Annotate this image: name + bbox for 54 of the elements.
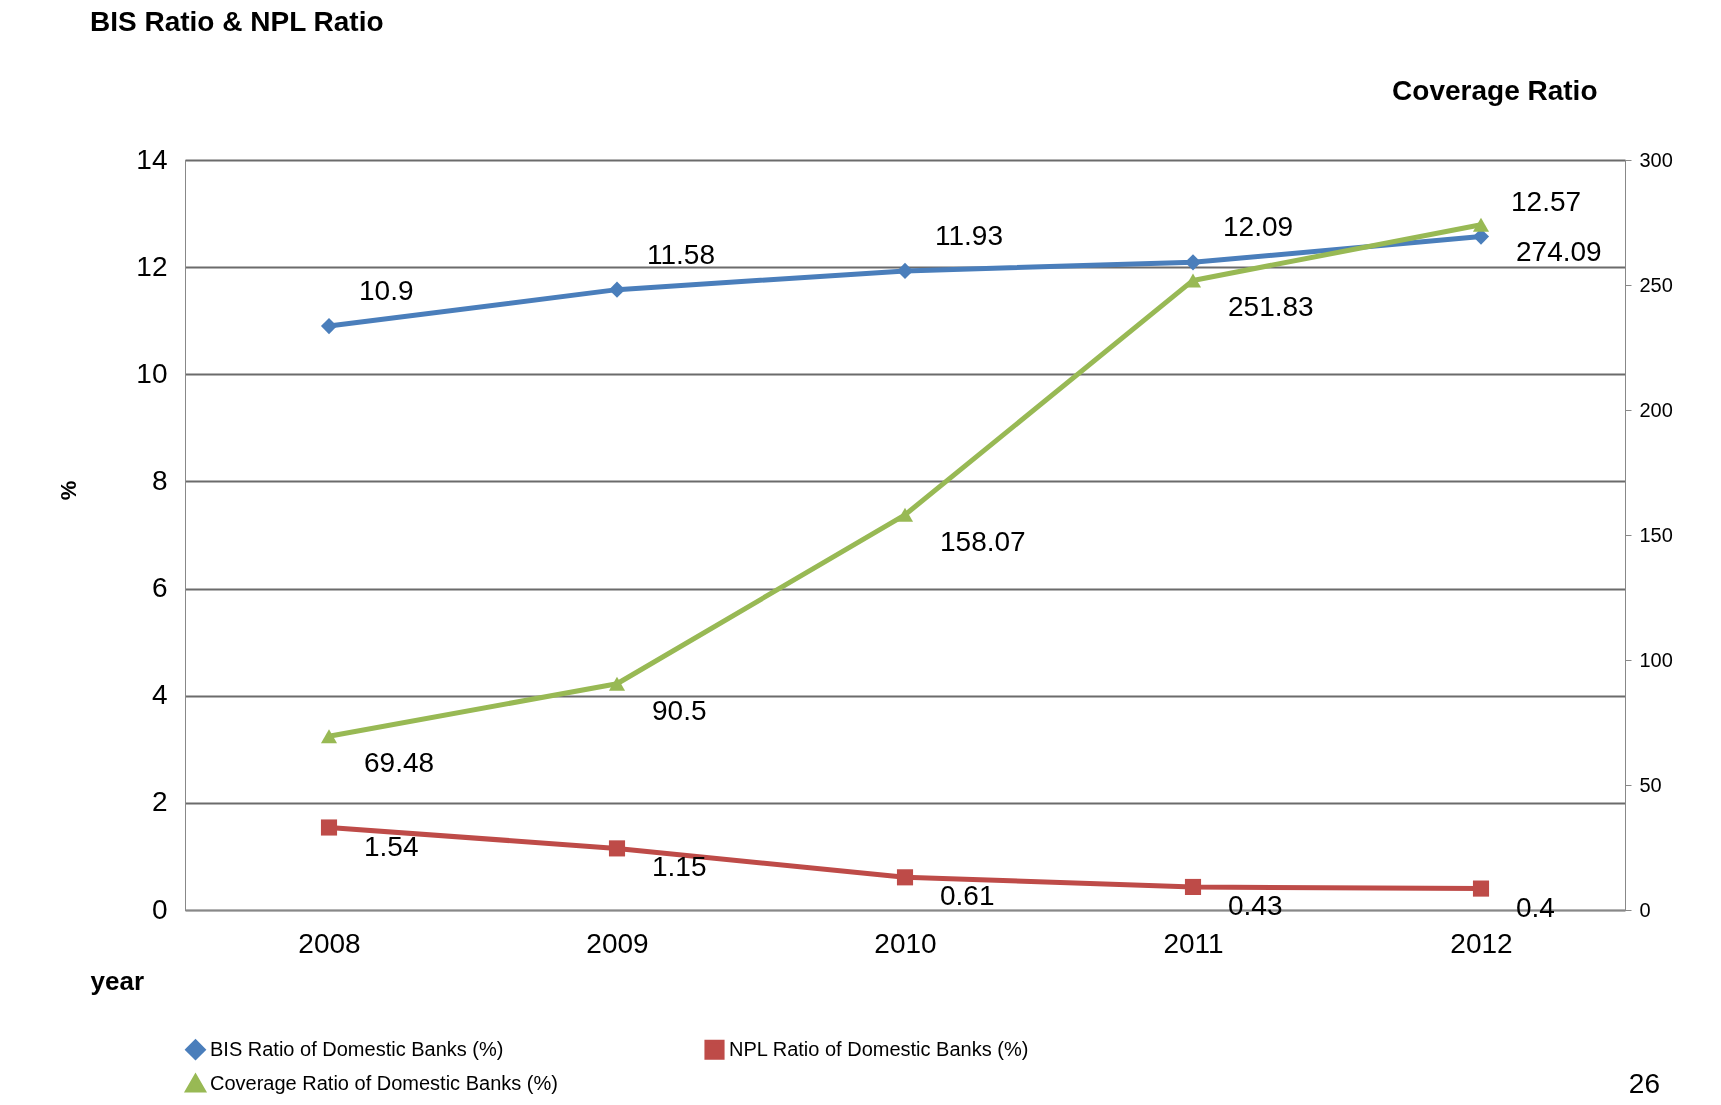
y-tick-label: 6 <box>151 572 168 604</box>
y-tick-label: 4 <box>151 679 168 711</box>
data-label: 0.61 <box>940 880 995 912</box>
y2-tick-label: 150 <box>1639 523 1673 546</box>
y2-tick-label: 50 <box>1639 773 1662 796</box>
data-label: 0.43 <box>1228 889 1283 921</box>
data-label: 10.9 <box>359 275 414 307</box>
x-tick-label: 2008 <box>298 927 361 959</box>
legend-label: NPL Ratio of Domestic Banks (%) <box>729 1037 1029 1060</box>
chart-title: BIS Ratio & NPL Ratio <box>90 6 384 37</box>
y2-tick-label: 100 <box>1639 648 1673 671</box>
text: 26 <box>1628 1068 1660 1099</box>
point <box>320 819 338 836</box>
data-label: 1.54 <box>364 830 419 862</box>
point <box>608 281 626 298</box>
x-tick-label: 2010 <box>874 927 937 959</box>
point <box>1184 878 1202 896</box>
y-tick-label: 10 <box>136 357 168 389</box>
y2-tick-label: 300 <box>1639 148 1673 171</box>
data-label: 11.93 <box>935 219 1003 251</box>
legend-label: Coverage Ratio of Domestic Banks (%) <box>210 1071 558 1094</box>
point <box>608 840 626 857</box>
data-label: 1.15 <box>652 851 707 883</box>
x-tick-label: 2012 <box>1450 927 1513 959</box>
x-tick-label: 2009 <box>586 927 649 959</box>
y-tick-label: 0 <box>151 893 168 925</box>
data-label: 69.48 <box>364 747 435 779</box>
point <box>608 676 626 691</box>
y2-tick-label: 250 <box>1639 273 1673 296</box>
point <box>320 318 338 335</box>
y-tick-label: 2 <box>151 786 168 818</box>
point <box>320 729 338 744</box>
point <box>896 869 914 886</box>
x-axis-title: year <box>90 965 144 996</box>
y-axis-title: % <box>55 480 81 501</box>
data-label: 11.58 <box>647 238 715 270</box>
y-tick-label: 14 <box>136 143 168 175</box>
y2-tick-label: 0 <box>1639 898 1651 921</box>
y2-axis-title: Coverage Ratio <box>1392 74 1598 106</box>
data-label: 158.07 <box>940 525 1026 557</box>
data-label: 0.4 <box>1516 891 1555 923</box>
y-tick-label: 8 <box>151 464 168 496</box>
data-label: 90.5 <box>652 694 707 726</box>
y2-tick-label: 200 <box>1639 398 1673 421</box>
data-label: 251.83 <box>1228 291 1314 323</box>
point <box>1472 880 1490 897</box>
point <box>896 507 914 522</box>
y-tick-label: 12 <box>136 250 168 282</box>
data-label: 12.57 <box>1511 185 1582 217</box>
data-label: 274.09 <box>1516 235 1602 267</box>
legend-label: BIS Ratio of Domestic Banks (%) <box>210 1037 504 1060</box>
x-tick-label: 2011 <box>1163 927 1224 959</box>
point <box>1472 217 1490 232</box>
data-label: 12.09 <box>1223 211 1294 243</box>
